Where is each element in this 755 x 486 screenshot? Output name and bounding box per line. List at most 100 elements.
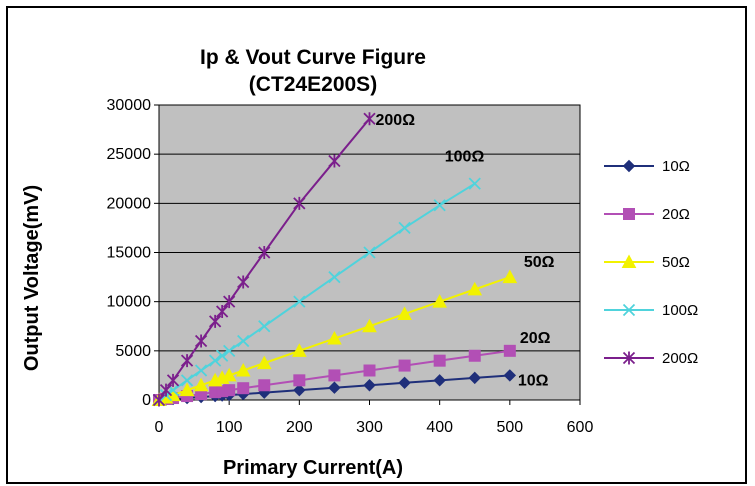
data-point <box>293 196 306 210</box>
legend-item-2: 50Ω <box>604 254 690 271</box>
series-4 <box>152 112 376 407</box>
series-group <box>151 112 518 407</box>
data-point <box>179 382 195 397</box>
data-point <box>194 334 208 348</box>
x-tick-label: 200 <box>286 419 313 436</box>
data-point <box>258 379 271 392</box>
y-tick-label: 25000 <box>107 146 152 163</box>
data-point <box>216 305 229 318</box>
data-point <box>258 246 271 259</box>
chart-title: Ip & Vout Curve Figure <box>200 46 426 69</box>
legend-marker <box>622 303 636 317</box>
legend-item-4: 200Ω <box>604 350 698 367</box>
legend-label: 50Ω <box>662 254 690 271</box>
y-tick-label: 30000 <box>107 97 152 114</box>
data-point <box>398 221 411 235</box>
annotation-label: 50Ω <box>524 254 555 271</box>
legend-label: 20Ω <box>662 206 690 223</box>
data-point <box>221 367 237 382</box>
annotation-label: 200Ω <box>376 112 416 129</box>
data-point <box>293 383 306 397</box>
data-point <box>363 379 376 392</box>
annotations: 200Ω 100Ω 50Ω 20Ω 10Ω <box>376 112 555 390</box>
data-point <box>293 374 306 387</box>
data-point <box>256 355 272 370</box>
data-point <box>223 295 236 309</box>
data-point <box>223 344 236 357</box>
x-tick-label: 600 <box>567 419 594 436</box>
x-tick-label: 0 <box>155 419 164 436</box>
data-point <box>194 364 208 377</box>
x-tick-label: 400 <box>426 419 453 436</box>
data-point <box>237 382 250 395</box>
y-tick-label: 10000 <box>107 294 152 311</box>
legend-item-1: 20Ω <box>604 206 690 223</box>
data-point <box>258 320 271 333</box>
y-tick-label: 20000 <box>107 195 152 212</box>
data-point <box>468 371 481 385</box>
data-point <box>503 369 517 382</box>
legend-item-0: 10Ω <box>604 158 690 175</box>
data-point <box>166 373 180 387</box>
chart-subtitle: (CT24E200S) <box>249 73 377 96</box>
chart-frame: Ip & Vout Curve Figure (CT24E200S) 0 5000… <box>6 6 747 484</box>
data-point <box>328 154 341 168</box>
data-point <box>291 343 307 357</box>
data-point <box>328 270 341 284</box>
chart-svg: Ip & Vout Curve Figure (CT24E200S) 05000… <box>21 46 698 479</box>
data-point <box>223 384 236 397</box>
data-point <box>180 354 194 368</box>
legend-label: 100Ω <box>662 302 698 319</box>
annotation-label: 20Ω <box>520 330 551 347</box>
data-point <box>398 376 411 389</box>
data-point <box>398 359 411 372</box>
annotation-label: 10Ω <box>518 372 549 389</box>
data-point <box>468 177 481 190</box>
data-point <box>433 199 446 212</box>
data-point <box>159 383 173 397</box>
data-point <box>193 377 209 392</box>
data-point <box>362 318 377 333</box>
data-point <box>180 374 194 387</box>
data-point <box>503 344 516 357</box>
y-tick-label: 0 <box>142 392 151 409</box>
data-point <box>237 334 250 348</box>
legend-label: 10Ω <box>662 158 690 175</box>
data-point <box>237 275 250 289</box>
y-tick-label: 15000 <box>107 245 152 262</box>
data-point <box>502 269 518 284</box>
data-point <box>235 362 251 377</box>
x-axis-label: Primary Current(A) <box>223 457 403 479</box>
series-line <box>158 182 476 401</box>
data-point <box>432 294 448 308</box>
legend-marker <box>621 254 637 268</box>
data-point <box>328 381 341 394</box>
data-point <box>208 314 222 328</box>
x-tick-labels: 0 100 200 300 400 500 600 <box>155 419 594 436</box>
legend-marker <box>622 159 636 173</box>
data-point <box>397 306 412 320</box>
data-point <box>468 349 481 362</box>
legend: 10Ω 20Ω 50Ω 100Ω 200Ω <box>604 158 698 367</box>
legend-marker <box>622 351 636 365</box>
data-point <box>433 354 446 367</box>
y-axis-label: Output Voltage(mV) <box>21 185 43 371</box>
data-point <box>363 112 376 126</box>
data-point <box>363 246 376 259</box>
data-point <box>433 374 446 387</box>
data-point <box>328 369 341 382</box>
x-tick-label: 100 <box>216 419 243 436</box>
data-point <box>216 349 229 362</box>
annotation-label: 100Ω <box>445 149 485 166</box>
legend-marker <box>623 208 635 220</box>
data-point <box>363 364 376 377</box>
data-point <box>293 295 306 308</box>
series-2 <box>151 269 518 406</box>
x-tick-label: 500 <box>496 419 523 436</box>
data-point <box>327 330 342 345</box>
data-point <box>467 281 483 296</box>
legend-label: 200Ω <box>662 350 698 367</box>
data-point <box>152 393 166 407</box>
x-tick-label: 300 <box>356 419 383 436</box>
data-point <box>208 354 222 367</box>
